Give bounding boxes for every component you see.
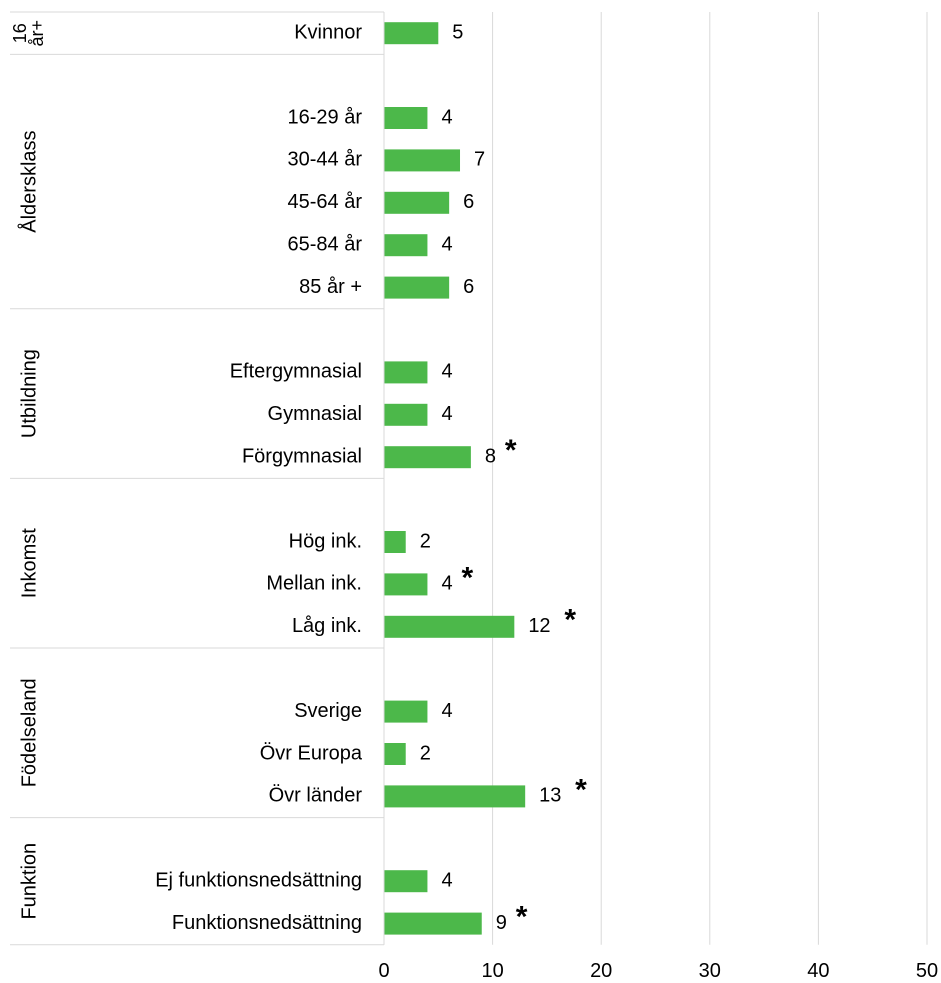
x-tick-label: 50 [916,960,938,982]
value-label: 4 [441,106,452,128]
bar [384,573,428,596]
bar [384,700,428,723]
bar [384,785,526,808]
bar [384,531,406,553]
value-label: 4 [441,573,452,595]
category-label: Övr Europa [260,742,363,764]
bar [384,743,406,765]
value-label: 7 [474,149,485,171]
group-label: 16 [10,23,30,43]
value-label: 6 [463,276,474,298]
bar [384,446,471,469]
category-label: Funktionsnedsättning [172,912,362,934]
category-label: Gymnasial [268,403,362,425]
value-label: 5 [452,21,463,43]
group-label: Inkomst [18,528,40,598]
category-label: Ej funktionsnedsättning [155,869,362,891]
bar [384,361,428,384]
category-label: Eftergymnasial [230,361,362,383]
value-label: 8 [485,445,496,467]
significance-marker: * [564,604,576,637]
bar [384,22,439,45]
value-label: 6 [463,191,474,213]
category-label: 85 år + [299,276,362,298]
category-label: 45-64 år [288,191,363,213]
category-label: Kvinnor [294,21,362,43]
value-label: 4 [441,403,452,425]
bar [384,403,428,426]
bar [384,615,515,638]
group-label: Födelseland [18,678,40,787]
category-label: 30-44 år [288,149,363,171]
x-tick-label: 10 [481,960,503,982]
significance-marker: * [461,561,473,594]
category-label: Hög ink. [289,530,362,552]
category-label: Låg ink. [292,615,362,637]
category-label: Övr länder [269,785,363,807]
value-label: 4 [441,869,452,891]
value-label: 2 [420,742,431,764]
significance-marker: * [516,901,528,934]
bar [384,107,428,129]
group-label: Utbildning [18,349,40,438]
bar [384,276,450,299]
bar [384,234,428,257]
x-tick-label: 40 [807,960,829,982]
group-label: år+ [27,20,47,47]
category-label: Mellan ink. [266,573,362,595]
value-label: 12 [528,615,550,637]
value-label: 9 [496,912,507,934]
group-label: Funktion [18,843,40,920]
x-tick-label: 0 [378,960,389,982]
bar [384,912,482,935]
category-label: 65-84 år [288,233,363,255]
significance-marker: * [575,773,587,806]
bar [384,870,428,893]
value-label: 4 [441,361,452,383]
bar [384,149,461,172]
value-label: 13 [539,785,561,807]
significance-marker: * [505,434,517,467]
category-label: Sverige [294,700,362,722]
value-label: 2 [420,530,431,552]
value-label: 4 [441,233,452,255]
x-tick-label: 30 [699,960,721,982]
group-label: Åldersklass [17,130,40,232]
category-label: Förgymnasial [242,445,362,467]
x-tick-label: 20 [590,960,612,982]
category-label: 16-29 år [288,106,363,128]
bar [384,191,450,214]
value-label: 4 [441,700,452,722]
